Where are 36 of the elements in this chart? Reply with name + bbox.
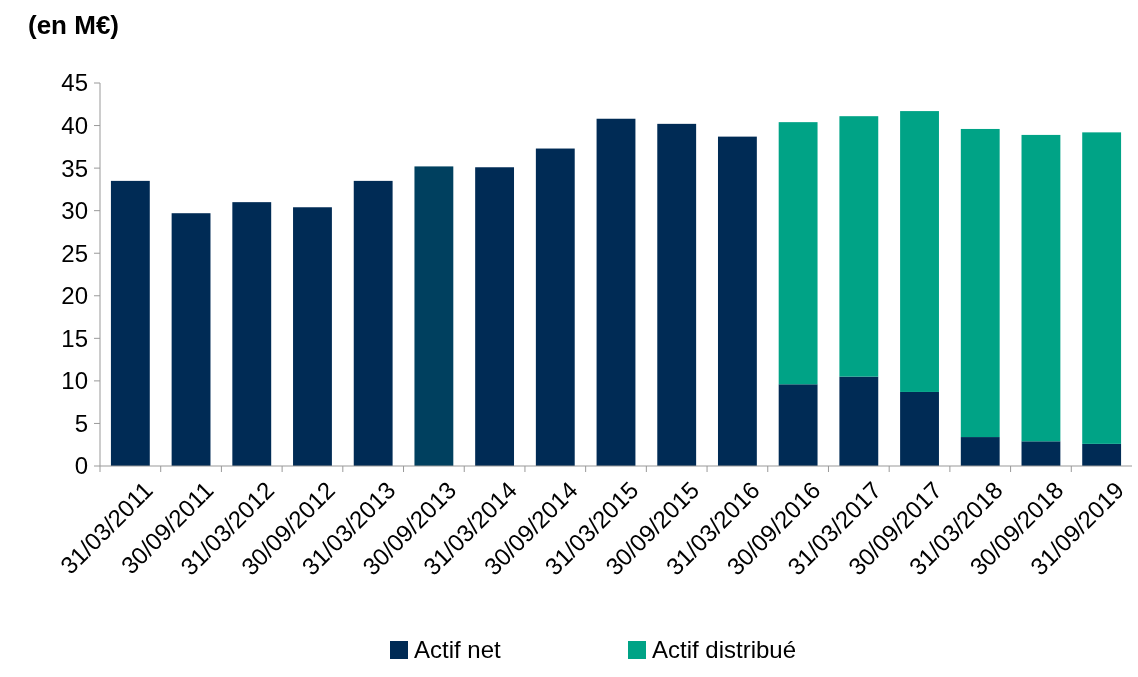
y-tick-label: 35	[61, 154, 88, 182]
y-tick-label: 30	[61, 197, 88, 225]
bar	[353, 180, 393, 466]
legend-label: Actif distribué	[652, 636, 797, 664]
bar	[232, 202, 272, 466]
bar	[657, 123, 697, 466]
bar	[1082, 443, 1122, 466]
bar	[778, 122, 818, 385]
bar	[839, 116, 879, 377]
y-tick-label: 20	[61, 282, 88, 310]
bar	[535, 148, 575, 466]
bar	[110, 180, 150, 466]
bar	[839, 376, 879, 466]
bar	[900, 391, 939, 466]
y-tick-label: 45	[61, 69, 88, 97]
bar	[596, 118, 636, 466]
y-tick-label: 40	[61, 111, 88, 139]
legend-label: Actif net	[414, 636, 502, 664]
y-tick-label: 0	[74, 452, 88, 480]
bar	[293, 207, 332, 466]
y-tick-label: 15	[61, 324, 88, 352]
bar	[900, 111, 939, 392]
bar	[171, 213, 211, 466]
bar	[778, 384, 818, 466]
bar	[1021, 441, 1061, 466]
bar	[1082, 132, 1122, 444]
bar	[960, 128, 1000, 438]
chart-title: (en M€)	[28, 10, 119, 40]
bar	[717, 136, 757, 466]
bar	[960, 437, 1000, 466]
y-tick-label: 5	[74, 409, 88, 437]
bar	[475, 167, 515, 466]
y-tick-label: 10	[61, 367, 88, 395]
y-tick-label: 25	[61, 239, 88, 267]
bar	[414, 166, 454, 466]
bar	[1021, 134, 1061, 442]
